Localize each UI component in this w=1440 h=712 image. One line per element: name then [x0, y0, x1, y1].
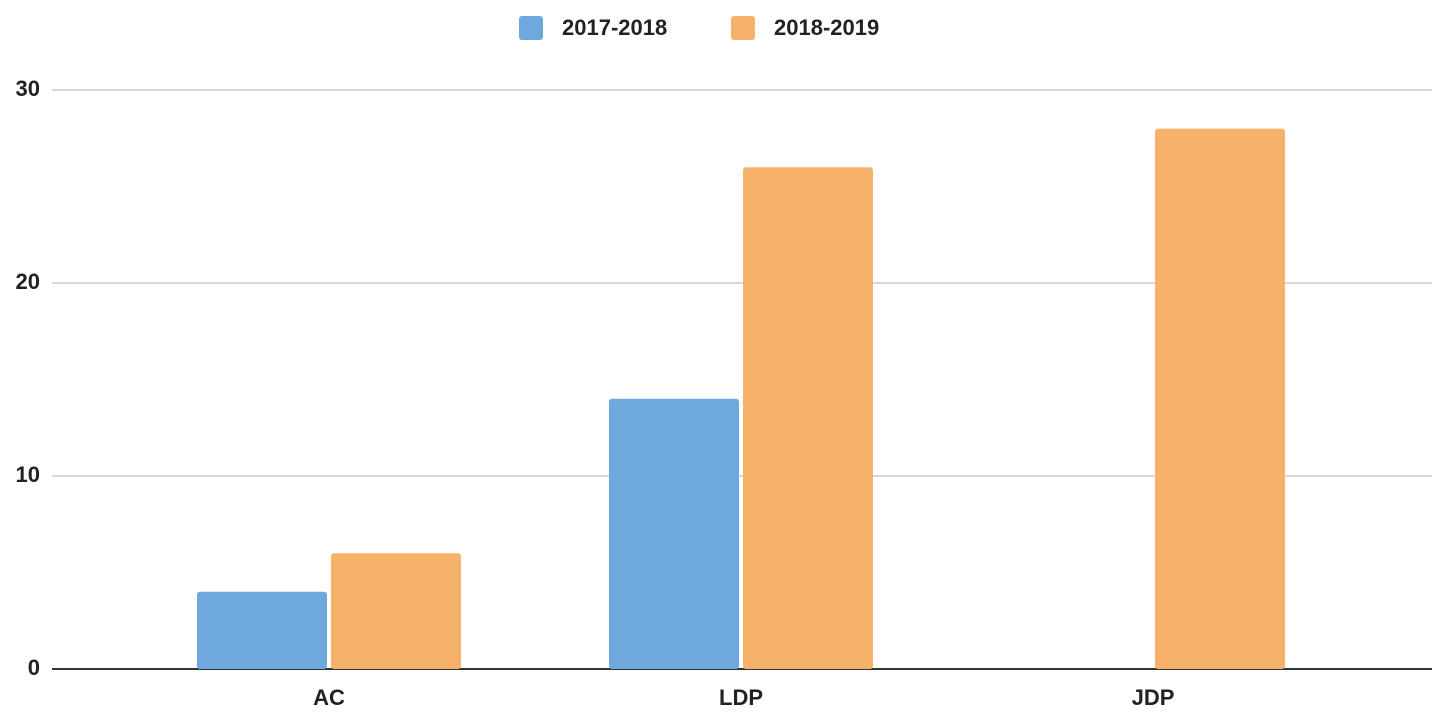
legend-label: 2018-2019	[774, 15, 879, 40]
bar	[197, 591, 327, 669]
bar	[743, 167, 873, 669]
bar	[331, 553, 461, 669]
legend-swatch	[519, 16, 543, 40]
y-tick-label: 10	[16, 462, 40, 487]
y-tick-label: 0	[28, 655, 40, 680]
bar	[609, 398, 739, 669]
x-tick-label: AC	[313, 685, 345, 710]
x-tick-label: LDP	[719, 685, 763, 710]
y-tick-label: 30	[16, 76, 40, 101]
legend-label: 2017-2018	[562, 15, 667, 40]
bar	[1155, 128, 1285, 670]
y-tick-label: 20	[16, 269, 40, 294]
x-tick-label: JDP	[1132, 685, 1175, 710]
legend-swatch	[731, 16, 755, 40]
